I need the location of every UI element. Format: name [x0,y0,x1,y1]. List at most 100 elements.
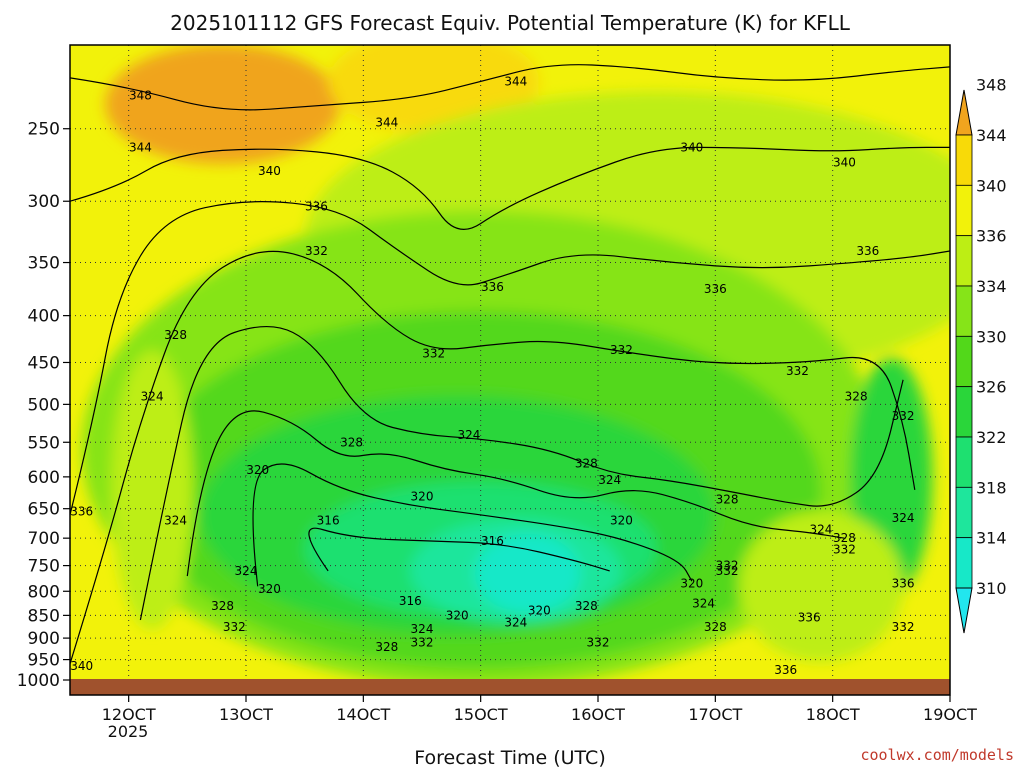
contour-label: 328 [375,640,398,654]
fill-layer [81,45,950,689]
colorbar-label: 344 [976,126,1007,145]
contour-label: 324 [598,473,621,487]
contour-label: 336 [798,611,821,625]
contour-label: 320 [610,514,633,528]
y-tick-label: 900 [28,629,60,649]
colorbar-label: 336 [976,227,1007,246]
contour-label: 324 [892,511,915,525]
x-tick-label: 18OCT [806,705,860,724]
contour-label: 320 [258,582,281,596]
fill-region [474,533,581,614]
x-tick-label: 14OCT [336,705,390,724]
contour-label: 328 [340,435,363,449]
colorbar-segment [955,285,973,337]
y-tick-label: 350 [28,254,60,274]
colorbar-segment [955,134,973,186]
contour-label: 344 [375,115,398,129]
contour-label: 348 [129,89,152,103]
contour-label: 320 [246,463,269,477]
contour-label: 324 [164,514,187,528]
contour-line-324 [186,410,845,577]
contour-line-344 [70,64,950,111]
contour-label: 336 [70,505,93,519]
contour-label: 332 [892,620,915,634]
y-tick-label: 1000 [17,671,60,691]
credit-text: coolwx.com/models [860,746,1014,764]
contour-label: 316 [317,514,340,528]
contour-label: 340 [680,140,703,154]
contour-label: 328 [575,599,598,613]
colorbar-arrow-top [955,89,973,136]
fill-region [111,350,194,630]
contour-label: 336 [856,244,879,258]
contour-label: 336 [305,200,328,214]
contour-label: 336 [481,280,504,294]
x-axis: 12OCT 13OCT 14OCT 15OCT 16OCT 17OCT 18OCT 19OCT [102,695,977,724]
contour-label: 332 [587,635,610,649]
contour-label: 320 [680,577,703,591]
y-axis: 250 300 350 400 450 500 550 600 650 700 750 800 850 9… [17,120,70,691]
contour-label: 332 [892,409,915,423]
contour-label: 332 [716,564,739,578]
year-label: 2025 [108,722,149,741]
y-tick-label: 700 [28,529,60,549]
contour-label: 340 [258,164,281,178]
y-tick-label: 550 [28,433,60,453]
contour-label: 328 [845,389,868,403]
colorbar-arrow-bottom [955,587,973,634]
x-tick-label: 15OCT [454,705,508,724]
contour-label: 344 [129,140,152,154]
contour-label: 328 [833,531,856,545]
contour-label: 320 [446,608,469,622]
contour-line-316 [308,527,610,572]
contour-label: 328 [704,620,727,634]
colorbar-label: 318 [976,478,1007,497]
contour-line-332 [70,250,916,664]
contour-line-340 [70,146,950,230]
contour-label: 320 [411,489,434,503]
colorbar-segment [955,335,973,388]
y-tick-label: 750 [28,557,60,577]
colorbar-label: 326 [976,378,1007,397]
contour-label: 328 [211,599,234,613]
contour-label: 336 [774,663,797,677]
x-tick-label: 13OCT [219,705,273,724]
contour-label: 344 [504,74,527,88]
fill-region [738,510,904,662]
x-tick-label: 19OCT [923,705,977,724]
colorbar-label: 322 [976,428,1007,447]
y-tick-label: 600 [28,468,60,488]
contour-label: 340 [70,659,93,673]
colorbar: 310 314 318 322 326 330 334 336 340 344 348 [955,76,1007,634]
contour-label: 332 [610,343,633,357]
contour-label: 328 [716,492,739,506]
y-tick-label: 800 [28,582,60,602]
y-tick-label: 950 [28,651,60,671]
x-tick-label: 16OCT [571,705,625,724]
colorbar-label: 340 [976,176,1007,195]
contour-line-320 [252,463,693,587]
colorbar-label: 314 [976,529,1007,548]
contour-label: 324 [504,615,527,629]
grid-lines [70,45,950,695]
contour-line-336 [70,201,950,515]
chart-title: 2025101112 GFS Forecast Equiv. Potential… [170,11,851,35]
colorbar-segment [955,184,973,237]
contour-label: 328 [164,328,187,342]
y-tick-label: 250 [28,120,60,140]
contour-label: 320 [528,604,551,618]
colorbar-label: 348 [976,76,1007,95]
y-tick-label: 650 [28,500,60,520]
contour-label: 332 [422,347,445,361]
y-tick-label: 450 [28,353,60,373]
ground-bar [70,679,950,695]
x-axis-label: Forecast Time (UTC) [414,747,605,768]
contour-label: 332 [833,542,856,556]
colorbar-segment [955,537,973,589]
contour-label: 332 [786,364,809,378]
y-tick-label: 500 [28,395,60,415]
plot-area: 348 344 344 344 340 340 340 340 336 336 336 336 336 3… [70,45,950,695]
colorbar-label: 334 [976,277,1007,296]
contour-label: 336 [704,282,727,296]
